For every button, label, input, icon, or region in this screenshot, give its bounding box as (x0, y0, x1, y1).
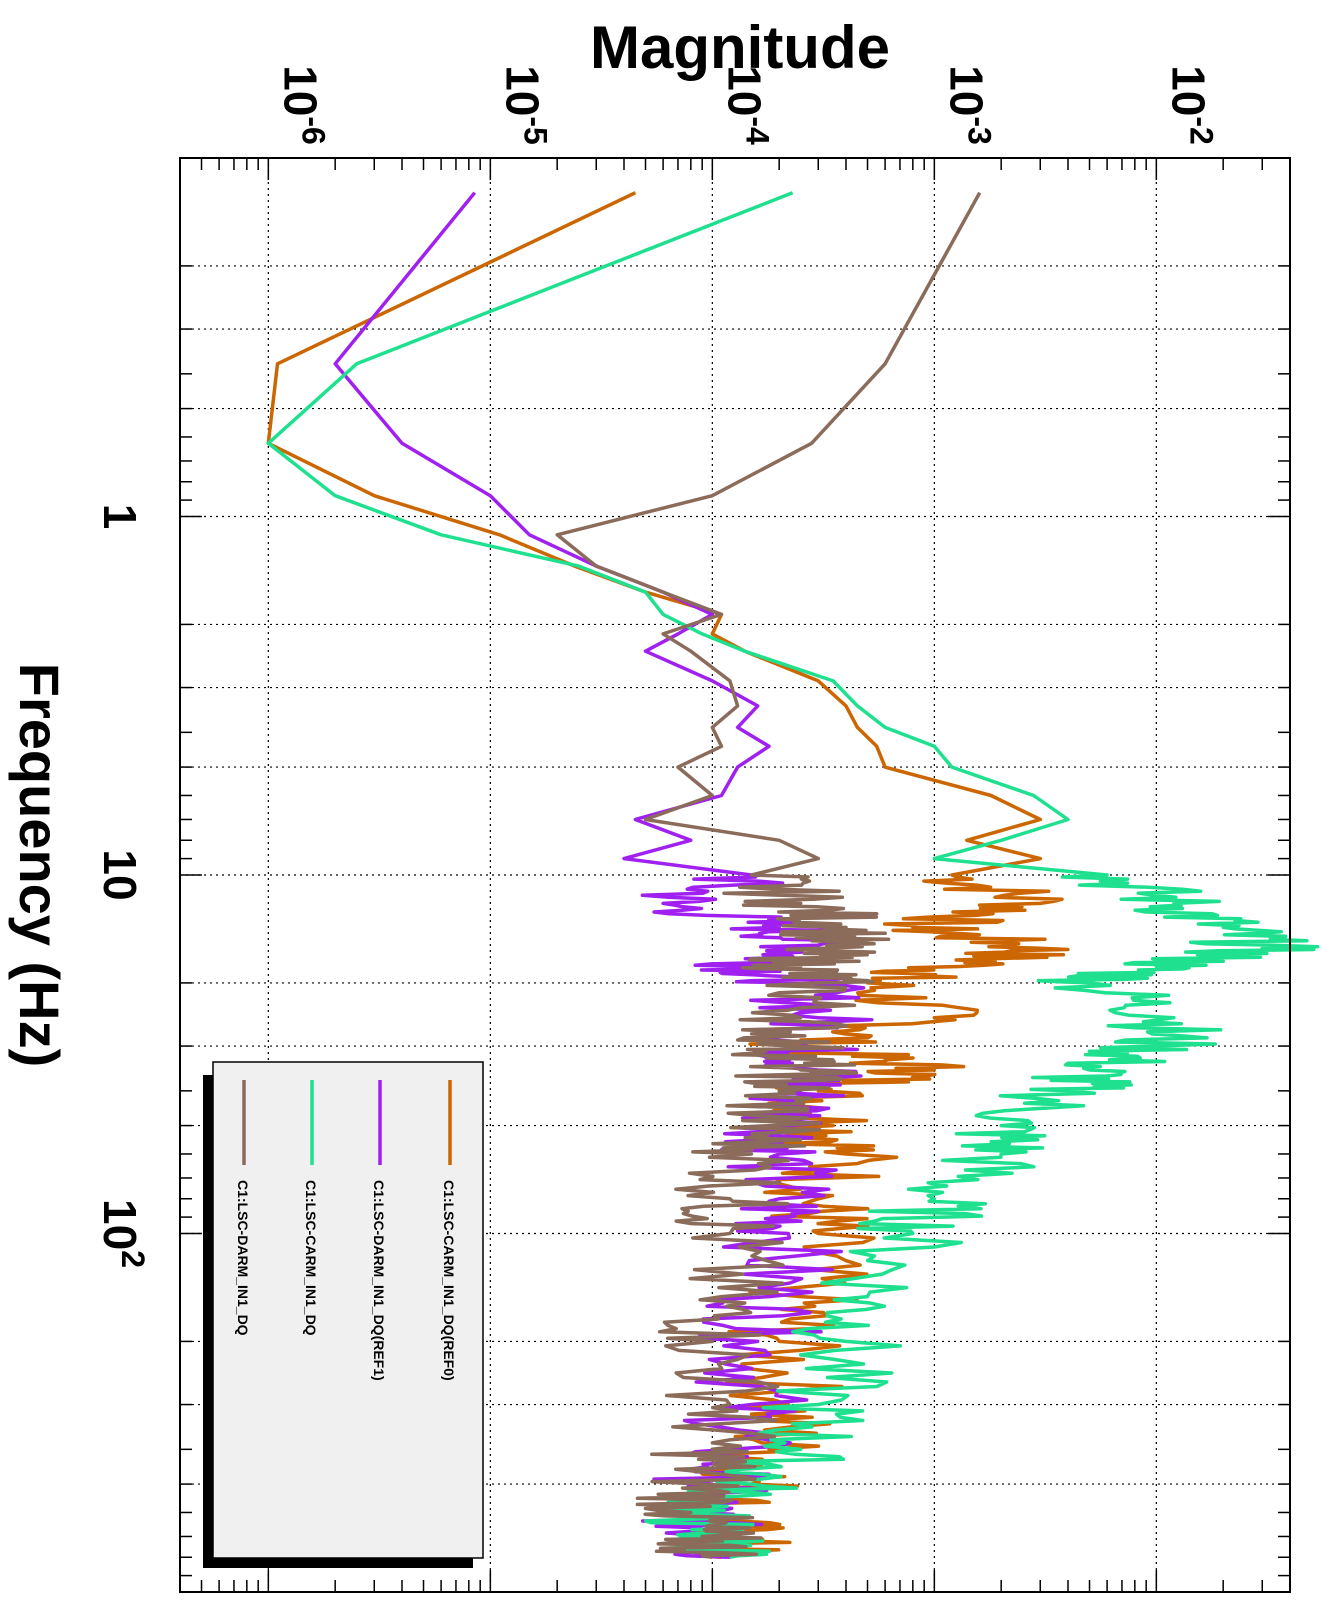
series-line-0 (266, 191, 1070, 1560)
y-tick-label: 10-4 (718, 65, 775, 145)
x-tick-base: 10 (94, 1199, 146, 1250)
x-tick-label: 1 (94, 504, 146, 530)
y-tick-label: 10-3 (940, 65, 997, 145)
legend: C1:LSC-CARM_IN1_DQ(REF0) C1:LSC-DARM_IN1_… (203, 1061, 484, 1568)
y-tick-base: 10 (940, 65, 992, 116)
legend-label-0: C1:LSC-CARM_IN1_DQ(REF0) (441, 1180, 457, 1381)
series-line-3 (555, 191, 982, 1560)
x-tick-label: 102 (94, 1199, 151, 1268)
y-tick-label: 10-6 (274, 65, 331, 145)
legend-label-1: C1:LSC-DARM_IN1_DQ(REF1) (371, 1180, 387, 1381)
x-tick-base: 1 (94, 504, 146, 530)
legend-label-3: C1:LSC-DARM_IN1_DQ (235, 1180, 251, 1336)
y-tick-exp: -6 (295, 116, 331, 144)
axis-ticks (179, 157, 1291, 1592)
y-axis-title: Magnitude (590, 14, 890, 81)
y-tick-label: 10-5 (496, 65, 553, 145)
y-tick-exp: -3 (961, 116, 997, 144)
legend-label-2: C1:LSC-CARM_IN1_DQ (303, 1180, 319, 1336)
y-tick-exp: -2 (1183, 116, 1219, 144)
y-tick-label: 10-2 (1162, 65, 1219, 145)
x-axis-title: Frequency (Hz) (8, 663, 71, 1068)
data-traces (266, 191, 1320, 1560)
y-tick-base: 10 (274, 65, 326, 116)
x-tick-exp: 2 (115, 1250, 151, 1268)
y-tick-exp: -5 (517, 116, 553, 144)
y-tick-base: 10 (1162, 65, 1214, 116)
x-tick-label: 10 (94, 849, 146, 900)
y-tick-base: 10 (718, 65, 770, 116)
y-tick-exp: -4 (739, 116, 775, 145)
series-line-2 (266, 191, 1320, 1560)
legend-box (212, 1061, 484, 1559)
y-tick-base: 10 (496, 65, 548, 116)
x-tick-base: 10 (94, 849, 146, 900)
